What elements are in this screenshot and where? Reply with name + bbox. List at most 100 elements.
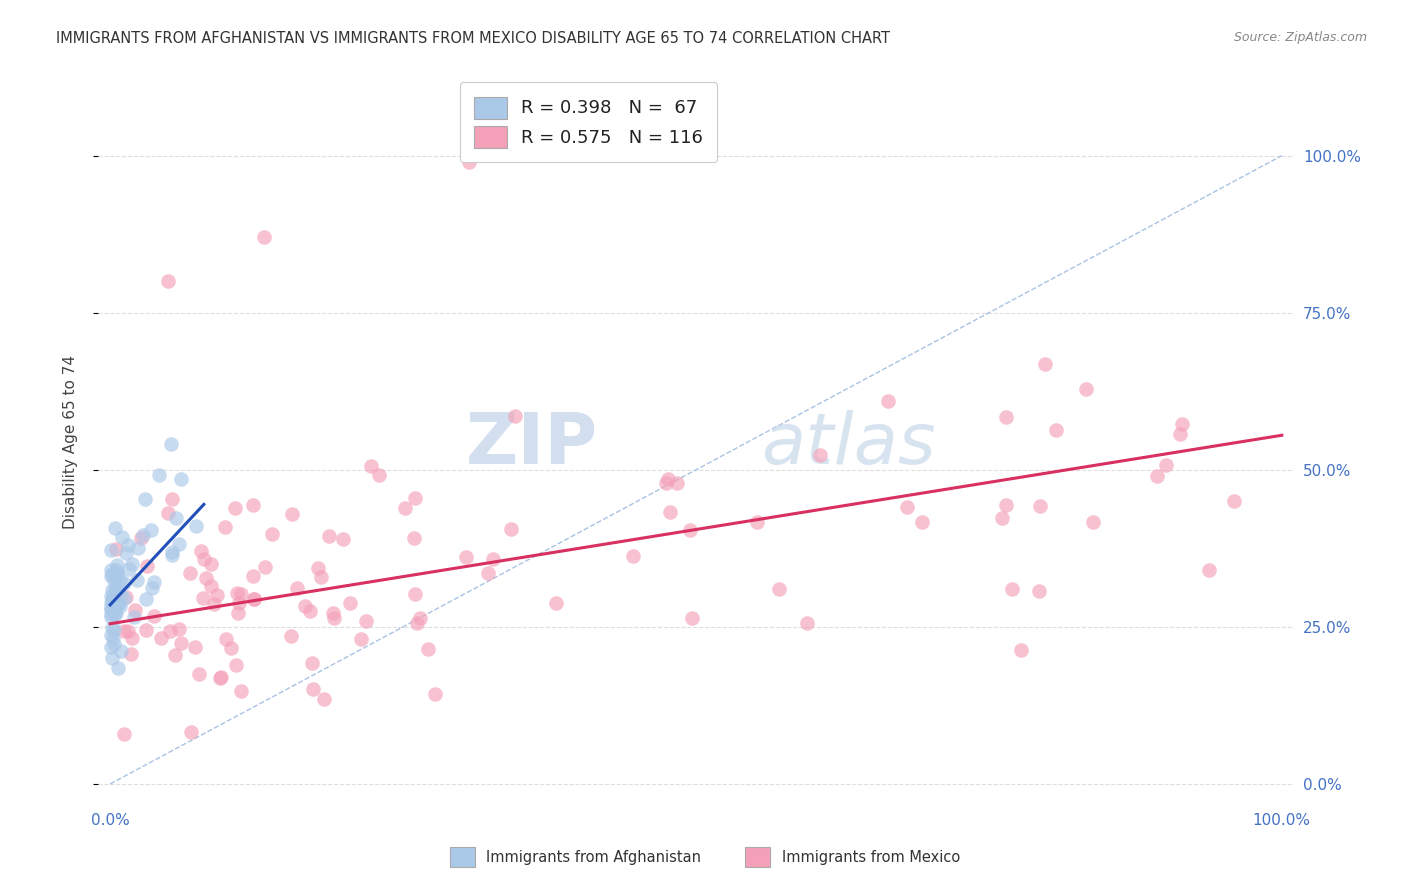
Point xyxy=(229,684,252,698)
Point xyxy=(101,582,124,597)
Point xyxy=(107,661,129,675)
Point xyxy=(100,563,122,577)
Point xyxy=(200,558,222,572)
Point xyxy=(409,611,432,625)
Point xyxy=(224,501,246,516)
Point xyxy=(226,586,249,600)
Point xyxy=(101,605,124,619)
Point xyxy=(318,529,340,543)
Point xyxy=(1081,516,1104,530)
Point xyxy=(768,582,790,596)
Point xyxy=(141,581,163,595)
Point xyxy=(103,598,125,612)
Point xyxy=(394,501,416,516)
Point xyxy=(156,274,179,288)
Point xyxy=(302,681,325,696)
Point xyxy=(193,552,215,566)
Point xyxy=(122,610,145,624)
Point xyxy=(503,409,526,424)
Point xyxy=(621,549,644,563)
Point xyxy=(193,591,215,605)
Point xyxy=(135,558,157,573)
Point xyxy=(1154,458,1177,472)
Point xyxy=(100,607,122,621)
Point xyxy=(101,567,124,582)
Point xyxy=(103,594,125,608)
Point xyxy=(148,468,170,483)
Point xyxy=(110,573,132,587)
Point xyxy=(404,531,426,545)
Point xyxy=(101,651,124,665)
Point xyxy=(418,641,440,656)
Point xyxy=(339,597,361,611)
Point xyxy=(655,476,678,491)
Point xyxy=(314,691,336,706)
Point xyxy=(139,523,162,537)
Point xyxy=(135,591,157,606)
Point xyxy=(108,596,131,610)
Point xyxy=(134,492,156,507)
Point xyxy=(101,621,124,635)
Point xyxy=(309,569,332,583)
Point xyxy=(100,609,122,624)
Point xyxy=(170,636,193,650)
Point xyxy=(195,571,218,585)
Point xyxy=(132,527,155,541)
Point xyxy=(243,591,266,606)
Point xyxy=(101,591,124,606)
Point xyxy=(149,631,172,645)
Point xyxy=(252,230,274,244)
Point xyxy=(167,537,190,551)
Point xyxy=(105,542,128,557)
Point xyxy=(100,596,122,610)
Point xyxy=(808,448,831,462)
Point xyxy=(404,491,426,506)
Point xyxy=(679,523,702,537)
Legend: R = 0.398   N =  67, R = 0.575   N = 116: R = 0.398 N = 67, R = 0.575 N = 116 xyxy=(460,82,717,162)
Point xyxy=(104,585,127,599)
Point xyxy=(105,567,128,582)
Point xyxy=(202,597,225,611)
Point xyxy=(112,591,135,606)
Point xyxy=(307,561,329,575)
Point xyxy=(104,582,127,597)
Point xyxy=(157,506,180,520)
Point xyxy=(544,596,567,610)
Point xyxy=(100,593,122,607)
Point xyxy=(454,549,477,564)
Point xyxy=(100,601,122,615)
Point xyxy=(228,596,250,610)
Point xyxy=(118,562,141,576)
Point xyxy=(301,656,323,670)
Point xyxy=(190,544,212,558)
Point xyxy=(243,591,266,606)
Point xyxy=(121,557,143,571)
Point xyxy=(242,568,264,582)
Point xyxy=(108,587,131,601)
Point xyxy=(681,611,703,625)
Point xyxy=(354,614,377,628)
Point xyxy=(135,623,157,637)
Point xyxy=(104,607,127,621)
Text: IMMIGRANTS FROM AFGHANISTAN VS IMMIGRANTS FROM MEXICO DISABILITY AGE 65 TO 74 CO: IMMIGRANTS FROM AFGHANISTAN VS IMMIGRANT… xyxy=(56,31,890,46)
Point xyxy=(108,599,131,613)
Point xyxy=(105,558,128,572)
Point xyxy=(127,541,149,555)
Point xyxy=(117,538,139,552)
Point xyxy=(105,598,128,612)
Point xyxy=(124,603,146,617)
Point xyxy=(350,632,373,646)
Point xyxy=(482,552,505,566)
Point xyxy=(100,640,122,654)
Point xyxy=(208,671,231,685)
Point xyxy=(1029,499,1052,513)
Point xyxy=(281,507,304,521)
Point xyxy=(225,658,247,673)
Point xyxy=(110,644,132,658)
Point xyxy=(187,667,209,681)
Point xyxy=(101,631,124,645)
Text: atlas: atlas xyxy=(761,410,935,479)
Point xyxy=(103,622,125,636)
Point xyxy=(160,548,183,562)
Point xyxy=(299,605,322,619)
